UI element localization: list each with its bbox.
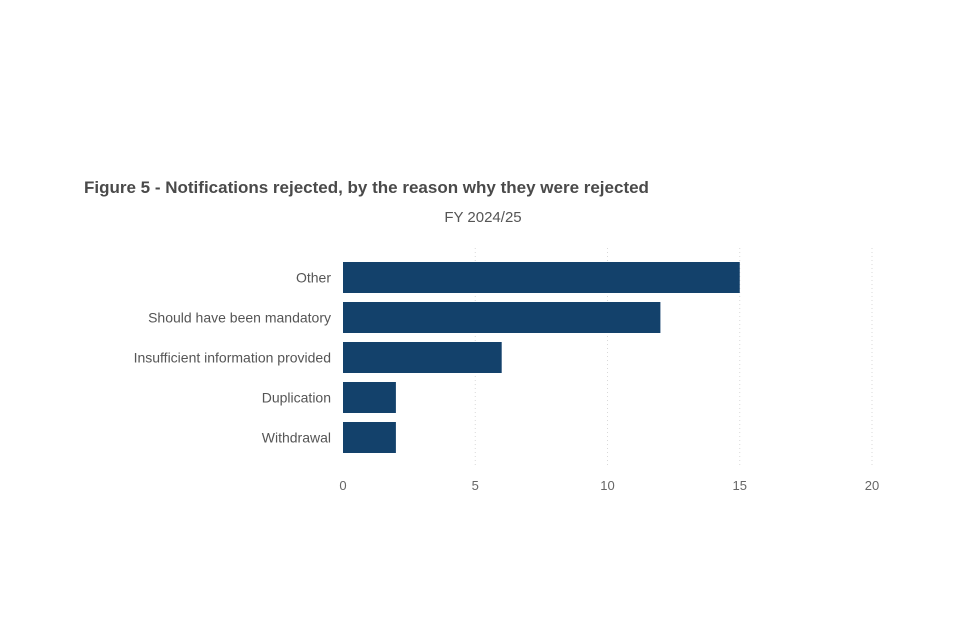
- category-label: Other: [296, 270, 331, 286]
- category-labels: Other Should have been mandatory Insuffici…: [134, 270, 332, 446]
- x-tick-label: 20: [865, 478, 879, 493]
- x-tick-label: 0: [339, 478, 346, 493]
- category-label: Insufficient information provided: [134, 350, 331, 366]
- chart-subtitle: FY 2024/25: [444, 209, 522, 226]
- bar: [343, 342, 502, 373]
- bar: [343, 302, 661, 333]
- category-label: Withdrawal: [262, 430, 331, 446]
- bar: [343, 422, 396, 453]
- bar: [343, 262, 740, 293]
- x-axis-ticks: 0 5 10 15 20: [339, 478, 879, 493]
- chart-title: Figure 5 - Notifications rejected, by th…: [84, 178, 649, 197]
- category-label: Duplication: [262, 390, 331, 406]
- x-tick-label: 5: [472, 478, 479, 493]
- category-label: Should have been mandatory: [148, 310, 331, 326]
- x-tick-label: 15: [733, 478, 747, 493]
- bars: [343, 262, 740, 453]
- x-tick-label: 10: [600, 478, 614, 493]
- bar: [343, 382, 396, 413]
